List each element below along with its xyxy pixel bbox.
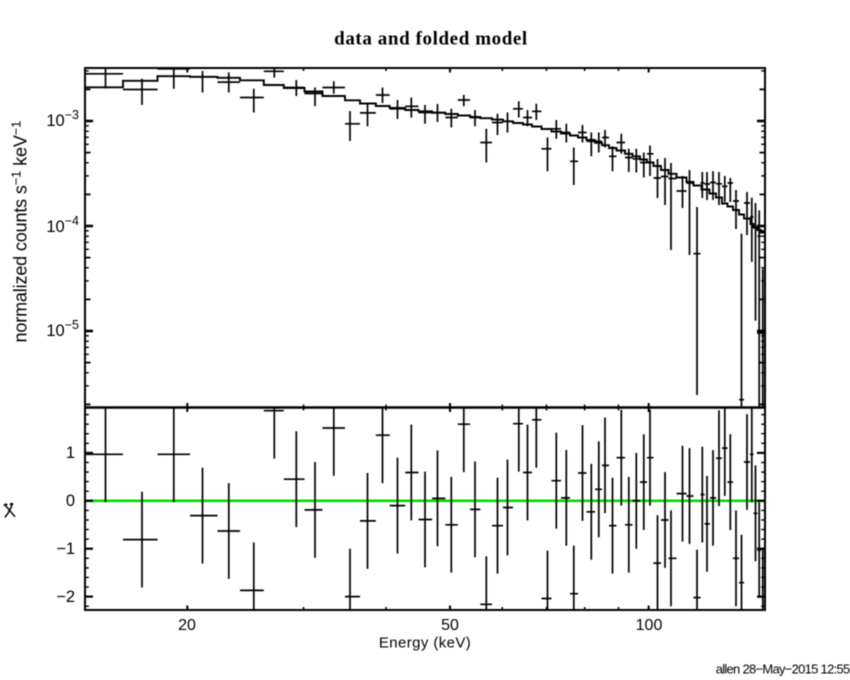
svg-text:20: 20 xyxy=(178,617,196,634)
svg-text:1: 1 xyxy=(66,444,75,462)
svg-text:100: 100 xyxy=(636,617,663,634)
svg-text:Energy (keV): Energy (keV) xyxy=(379,635,471,652)
svg-text:50: 50 xyxy=(441,617,459,634)
svg-text:data and folded model: data and folded model xyxy=(334,29,528,50)
svg-text:normalized counts s−1 keV−1: normalized counts s−1 keV−1 xyxy=(9,121,31,343)
svg-text:allen 28−May−2015 12:55: allen 28−May−2015 12:55 xyxy=(716,662,850,677)
svg-text:−2: −2 xyxy=(56,588,75,606)
svg-text:0: 0 xyxy=(66,492,75,510)
svg-text:−1: −1 xyxy=(56,540,75,558)
